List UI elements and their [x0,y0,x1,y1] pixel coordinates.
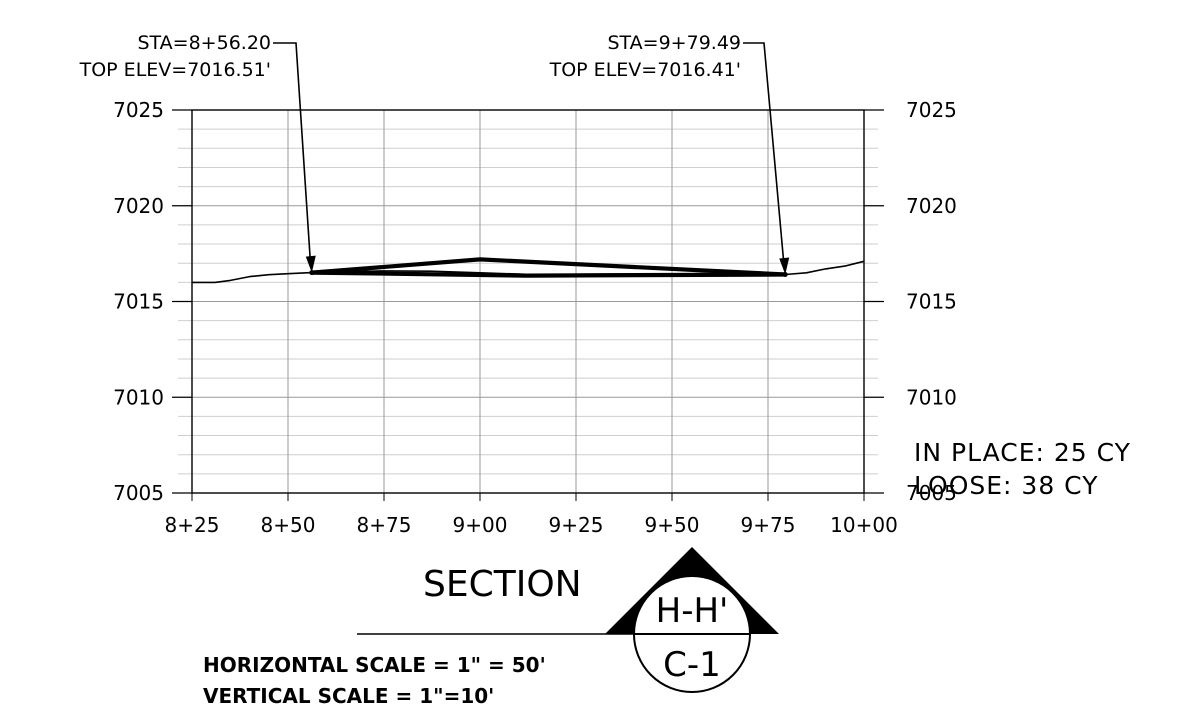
y-tick-label-left: 7015 [113,290,164,314]
x-axis-ticks: 8+25 8+50 8+75 9+00 9+25 9+50 9+75 10+00 [165,493,898,537]
y-tick-label-left: 7025 [113,98,164,122]
loose-quantity: LOOSE: 38 CY [914,471,1098,500]
y-tick-label-left: 7005 [113,481,164,505]
x-tick-label: 8+75 [357,513,412,537]
x-tick-label: 9+50 [645,513,700,537]
x-tick-label: 9+00 [453,513,508,537]
x-tick-label: 8+25 [165,513,220,537]
sheet-id: C-1 [663,645,721,685]
y-tick-label-left: 7020 [113,194,164,218]
y-tick-label-right: 7010 [906,385,957,409]
x-tick-label: 8+50 [261,513,316,537]
x-tick-label: 9+75 [741,513,796,537]
leader-arrowhead [305,255,316,273]
leader-line [273,42,312,261]
x-tick-label: 9+25 [549,513,604,537]
data-point [309,270,315,276]
callout-station: STA=8+56.20 [137,32,271,54]
vertical-scale: VERTICAL SCALE = 1"=10' [203,684,494,708]
callout-elevation: TOP ELEV=7016.51' [79,59,271,81]
leader-arrowhead [779,257,790,275]
y-tick-label-right: 7015 [906,290,957,314]
grid [178,110,878,493]
data-point [782,271,788,277]
bottom-profile-line [311,270,786,278]
y-tick-label-right: 7025 [906,98,957,122]
section-title-block: SECTION H-H' C-1 HORIZONTAL SCALE = 1" =… [203,547,779,708]
callout-station: STA=9+79.49 [607,32,741,54]
top-profile-line [311,257,786,277]
y-axis-ticks: 7005 7005 7010 7010 7015 7015 7020 7020 7025 7025 [113,98,957,505]
profile-series [192,257,865,284]
section-id: H-H' [656,591,729,631]
horizontal-scale: HORIZONTAL SCALE = 1" = 50' [203,653,546,677]
y-tick-label-right: 7020 [906,194,957,218]
x-tick-label: 10+00 [830,513,898,537]
leader-line [743,42,785,263]
section-word: SECTION [423,564,582,605]
in-place-quantity: IN PLACE: 25 CY [914,438,1131,467]
callout-elevation: TOP ELEV=7016.41' [549,59,741,81]
y-tick-label-right: 7005 [906,481,957,505]
y-tick-label-left: 7010 [113,385,164,409]
callouts: STA=8+56.20 TOP ELEV=7016.51' STA=9+79.49 T… [79,32,790,277]
